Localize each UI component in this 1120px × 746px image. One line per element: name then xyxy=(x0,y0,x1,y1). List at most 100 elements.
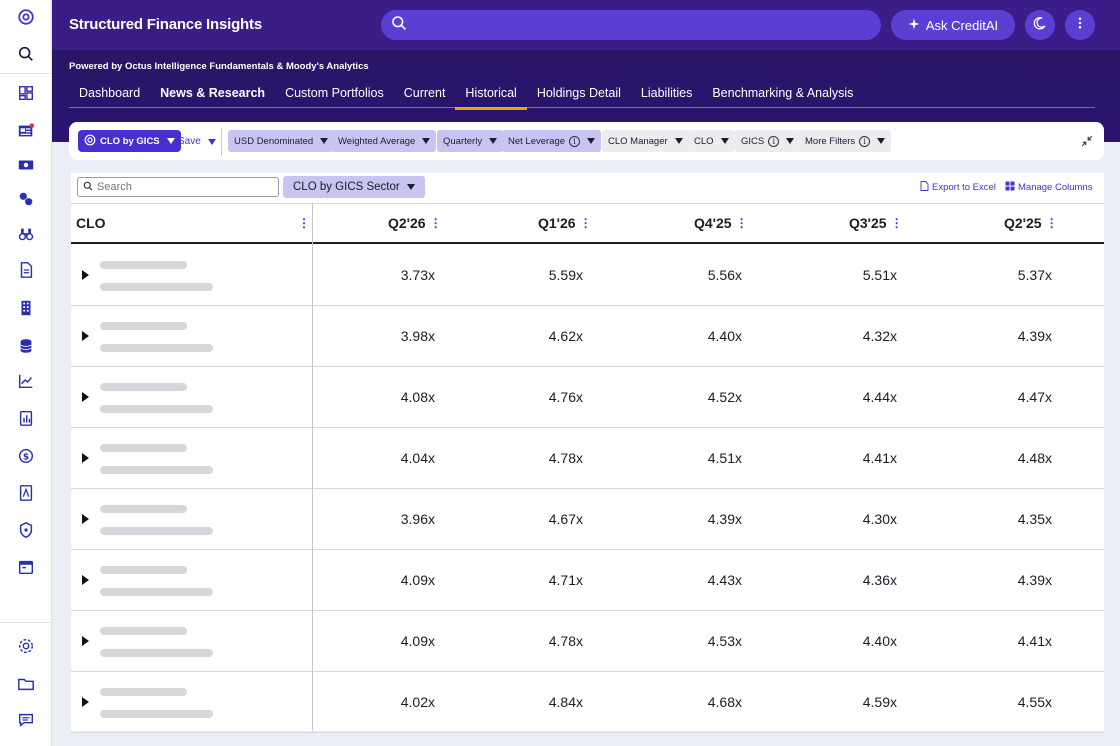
expand-row-icon[interactable] xyxy=(82,453,89,463)
table-row[interactable]: 4.09x 4.71x 4.43x 4.36x 4.39x xyxy=(71,550,1104,611)
filter-gics[interactable]: GICS i xyxy=(735,130,801,152)
report-icon[interactable] xyxy=(16,408,36,428)
tab-holdings-detail[interactable]: Holdings Detail xyxy=(536,86,621,100)
expand-row-icon[interactable] xyxy=(82,575,89,585)
table-row[interactable]: 4.08x 4.76x 4.52x 4.44x 4.47x xyxy=(71,367,1104,428)
tab-news-research[interactable]: News & Research xyxy=(160,86,266,100)
tab-benchmarking-analysis[interactable]: Benchmarking & Analysis xyxy=(712,86,854,100)
info-icon[interactable]: i xyxy=(768,135,780,147)
column-menu-icon[interactable]: ⋮ xyxy=(890,216,903,230)
view-selector[interactable]: CLO by GICS xyxy=(78,130,181,152)
table-cell: 3.73x xyxy=(400,267,435,283)
table-cell: 4.67x xyxy=(548,511,583,527)
settings-gear-icon[interactable] xyxy=(16,636,36,656)
info-icon[interactable]: i xyxy=(859,135,871,147)
filter-quarterly[interactable]: Quarterly xyxy=(437,130,504,152)
svg-text:$: $ xyxy=(23,453,29,463)
chevron-down-icon xyxy=(489,138,498,144)
table-search-input[interactable] xyxy=(97,181,272,193)
column-header-q4-25[interactable]: Q4'25 ⋮ xyxy=(694,204,748,242)
table-cell: 4.09x xyxy=(400,633,435,649)
tab-current[interactable]: Current xyxy=(403,86,446,100)
expand-row-icon[interactable] xyxy=(82,514,89,524)
global-search-input[interactable] xyxy=(415,17,855,33)
column-header-clo[interactable]: CLO xyxy=(76,204,106,242)
money-icon[interactable] xyxy=(16,155,36,175)
table-cell: 4.39x xyxy=(707,511,742,527)
global-search-bar[interactable] xyxy=(381,10,881,40)
dark-mode-toggle[interactable] xyxy=(1025,10,1055,40)
loading-skeleton xyxy=(100,383,187,391)
view-selector-label: CLO by GICS xyxy=(100,135,160,147)
target-icon xyxy=(84,134,96,149)
search-icon[interactable] xyxy=(16,44,36,64)
table-row[interactable]: 3.73x 5.59x 5.56x 5.51x 5.37x xyxy=(71,245,1104,306)
table-row[interactable]: 4.09x 4.78x 4.53x 4.40x 4.41x xyxy=(71,611,1104,672)
tab-liabilities[interactable]: Liabilities xyxy=(640,86,693,100)
group-by-selector[interactable]: CLO by GICS Sector xyxy=(283,176,425,198)
pdf-icon[interactable] xyxy=(16,483,36,503)
column-menu-icon[interactable]: ⋮ xyxy=(735,216,748,230)
column-header-label: Q2'25 xyxy=(1004,215,1042,231)
tab-dashboard[interactable]: Dashboard xyxy=(79,86,141,100)
ask-creditai-button[interactable]: Ask CreditAI xyxy=(891,10,1015,40)
table-row[interactable]: 3.98x 4.62x 4.40x 4.32x 4.39x xyxy=(71,306,1104,367)
export-label: Export to Excel xyxy=(932,182,996,193)
column-header-q2-25[interactable]: Q2'25 ⋮ xyxy=(1004,204,1058,242)
filter-clo-manager[interactable]: CLO Manager xyxy=(602,130,689,152)
calendar-icon[interactable] xyxy=(16,557,36,577)
loading-skeleton xyxy=(100,466,213,474)
table-row[interactable]: 4.02x 4.84x 4.68x 4.59x 4.55x xyxy=(71,672,1104,733)
column-menu-icon[interactable]: ⋮ xyxy=(1045,216,1058,230)
expand-row-icon[interactable] xyxy=(82,636,89,646)
collapse-icon[interactable] xyxy=(1081,134,1093,152)
dashboard-icon[interactable] xyxy=(16,83,36,103)
column-header-q1-26[interactable]: Q1'26 ⋮ xyxy=(538,204,592,242)
table-cell: 4.04x xyxy=(400,450,435,466)
table-cell: 4.52x xyxy=(707,389,742,405)
chat-icon[interactable] xyxy=(16,710,36,730)
filter-label: USD Denominated xyxy=(234,135,314,147)
folder-icon[interactable] xyxy=(16,674,36,694)
info-icon[interactable]: i xyxy=(569,135,581,147)
filter-usd-denominated[interactable]: USD Denominated xyxy=(228,130,335,152)
tab-custom-portfolios[interactable]: Custom Portfolios xyxy=(285,86,384,100)
loading-skeleton xyxy=(100,566,187,574)
coins-icon[interactable] xyxy=(16,189,36,209)
database-icon[interactable] xyxy=(16,336,36,356)
column-menu-icon[interactable]: ⋮ xyxy=(298,216,310,230)
table-cell: 4.43x xyxy=(707,572,742,588)
tab-historical[interactable]: Historical xyxy=(455,78,528,110)
document-icon[interactable] xyxy=(16,260,36,280)
building-icon[interactable] xyxy=(16,298,36,318)
filter-weighted-average[interactable]: Weighted Average xyxy=(332,130,437,152)
filter-more-filters[interactable]: More Filters i xyxy=(799,130,892,152)
column-menu-icon[interactable]: ⋮ xyxy=(579,216,592,230)
column-menu-icon[interactable]: ⋮ xyxy=(429,216,442,230)
expand-row-icon[interactable] xyxy=(82,270,89,280)
chevron-down-icon xyxy=(587,138,596,144)
table-row[interactable]: 4.04x 4.78x 4.51x 4.41x 4.48x xyxy=(71,428,1104,489)
table-cell: 4.02x xyxy=(400,694,435,710)
more-options-button[interactable] xyxy=(1065,10,1095,40)
octus-logo-icon[interactable] xyxy=(16,7,36,27)
filter-net-leverage[interactable]: Net Leverage i xyxy=(502,130,602,152)
column-header-q2-26[interactable]: Q2'26 ⋮ xyxy=(388,204,442,242)
shield-icon[interactable] xyxy=(16,520,36,540)
expand-row-icon[interactable] xyxy=(82,331,89,341)
binoculars-icon[interactable] xyxy=(16,224,36,244)
column-header-q3-25[interactable]: Q3'25 ⋮ xyxy=(849,204,903,242)
table-search[interactable] xyxy=(77,177,279,197)
news-icon[interactable] xyxy=(16,121,36,141)
expand-row-icon[interactable] xyxy=(82,697,89,707)
expand-row-icon[interactable] xyxy=(82,392,89,402)
export-to-excel-button[interactable]: Export to Excel xyxy=(920,181,996,194)
save-view-button[interactable]: Save xyxy=(178,136,216,147)
table-row[interactable]: 3.96x 4.67x 4.39x 4.30x 4.35x xyxy=(71,489,1104,550)
line-chart-icon[interactable] xyxy=(16,371,36,391)
dollar-icon[interactable]: $ xyxy=(16,446,36,466)
manage-columns-button[interactable]: Manage Columns xyxy=(1005,181,1092,194)
table-cell: 3.98x xyxy=(400,328,435,344)
filter-clo[interactable]: CLO xyxy=(688,130,735,152)
table-cell: 3.96x xyxy=(400,511,435,527)
